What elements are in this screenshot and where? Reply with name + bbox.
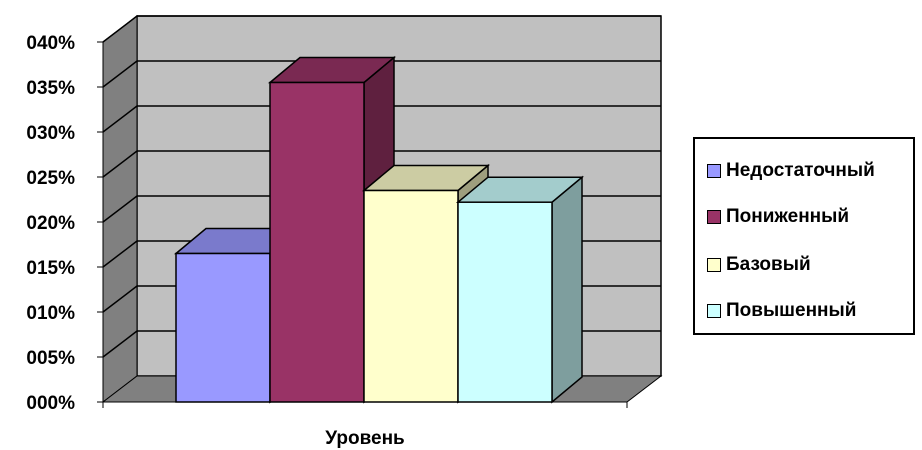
y-tick-label: 005% [26, 348, 75, 369]
bar-front-3 [457, 201, 553, 403]
legend: Недостаточный Пониженный Базовый Повышен… [693, 137, 915, 335]
gridline-side [102, 195, 138, 223]
bars [173, 55, 585, 404]
gridline-side [102, 150, 138, 178]
legend-swatch-3 [707, 304, 721, 318]
legend-label-2: Базовый [726, 254, 811, 275]
legend-item-2: Базовый [707, 253, 811, 277]
gridline-side [102, 15, 138, 43]
legend-item-3: Повышенный [707, 299, 856, 323]
legend-swatch-1 [707, 210, 721, 224]
bar-front-1 [269, 81, 365, 403]
gridline-side [102, 330, 138, 358]
y-tick-label: 010% [26, 303, 75, 324]
gridline-side [102, 105, 138, 133]
legend-swatch-0 [707, 164, 721, 178]
bar-front-2 [363, 189, 459, 403]
legend-item-0: Недостаточный [707, 159, 875, 183]
legend-label-3: Повышенный [726, 300, 857, 321]
y-tick-label: 040% [26, 33, 75, 54]
y-tick-label: 025% [26, 168, 75, 189]
legend-label-0: Недостаточный [726, 160, 875, 181]
gridline-side [102, 285, 138, 313]
y-tick-label: 020% [26, 213, 75, 234]
x-axis-label: Уровень [325, 428, 404, 449]
bar-front-0 [175, 252, 271, 403]
legend-item-1: Пониженный [707, 205, 849, 229]
y-tick-label: 015% [26, 258, 75, 279]
legend-label-1: Пониженный [726, 206, 850, 227]
gridline-side [102, 240, 138, 268]
y-tick-label: 000% [26, 393, 75, 414]
y-tick-label: 030% [26, 123, 75, 144]
gridline-side [102, 60, 138, 88]
bar-side-3 [551, 175, 583, 404]
y-tick-label: 035% [26, 78, 75, 99]
y-tick-labels: 000% 005% 010% 015% 020% 025% 030% 035% 040% [26, 33, 75, 414]
bar-3 [455, 175, 585, 404]
axes [97, 41, 628, 408]
legend-swatch-2 [707, 258, 721, 272]
